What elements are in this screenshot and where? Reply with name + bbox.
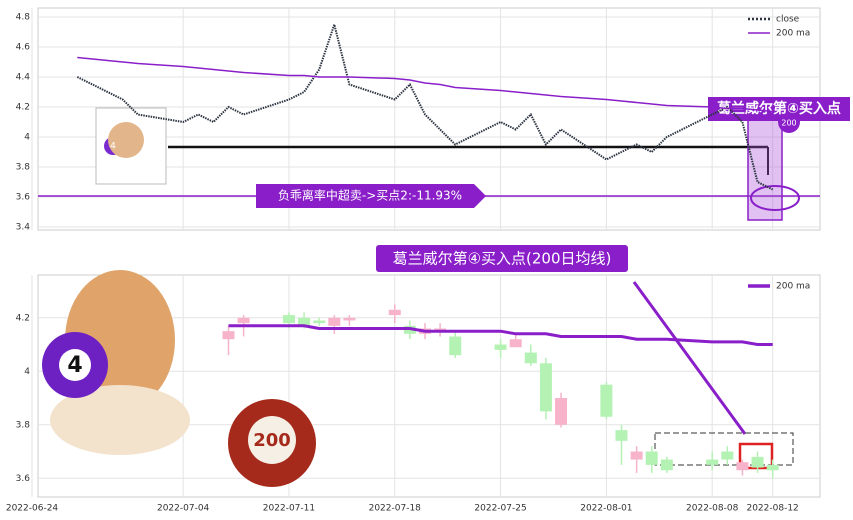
red-box: [738, 442, 774, 470]
x-tick-label: 2022-07-04: [157, 504, 210, 514]
candle-body: [494, 344, 507, 350]
line-0: [228, 324, 773, 346]
x-tick-label: 2022-08-12: [746, 504, 798, 514]
candle-body: [313, 320, 326, 324]
ball: [778, 111, 800, 133]
plot-frame: [37, 274, 821, 498]
y-tick-label: 4.8: [16, 13, 31, 23]
ball-label-bg: [248, 416, 296, 464]
dashed-box: [654, 432, 794, 466]
annotation: 200: [253, 430, 291, 451]
y-tick-label: 4.6: [16, 43, 31, 53]
annotation-box: [376, 245, 628, 272]
y-tick-label: 4: [24, 133, 30, 143]
candle-body: [555, 398, 568, 425]
candle-body: [630, 451, 643, 460]
candle-body: [736, 462, 749, 471]
line-0: [76, 20, 774, 191]
dog: [50, 385, 190, 455]
candle-body: [222, 331, 235, 340]
candle-body: [343, 317, 356, 321]
annotation: 4: [67, 353, 82, 378]
candle-body: [751, 456, 764, 468]
arrow: [632, 281, 747, 435]
annotation: 4: [110, 142, 116, 152]
y-tick-label: 4.2: [16, 103, 30, 113]
x-tick-label: 2022-06-24: [6, 504, 59, 514]
candle-body: [766, 464, 779, 471]
y-tick-label: 4: [24, 367, 30, 377]
y-tick-label: 4.2: [16, 313, 30, 323]
annotation: 200: [781, 119, 796, 128]
candle-body: [282, 315, 295, 324]
candle-body: [706, 459, 719, 465]
candle-body: [298, 317, 311, 326]
legend-label: 200 ma: [776, 282, 810, 292]
candle-body: [509, 339, 522, 348]
highlight: [747, 109, 783, 221]
y-tick-label: 3.6: [16, 193, 31, 203]
legend-label: close: [776, 15, 800, 25]
candle-body: [615, 430, 628, 441]
y-tick-label: 3.8: [16, 163, 31, 173]
annotation: 葛兰威尔第④买入点: [716, 100, 841, 117]
candle-body: [524, 352, 537, 364]
annotation-box: [256, 184, 486, 208]
candle-body: [237, 317, 250, 324]
y-tick-label: 4.4: [16, 73, 31, 83]
annotation: 葛兰威尔第④买入点(200日均线): [393, 250, 612, 268]
line-1: [77, 56, 773, 113]
candle-body: [388, 309, 401, 316]
candle-body: [539, 363, 552, 412]
ring: [750, 185, 800, 211]
dog: [108, 122, 144, 158]
candle-body: [449, 336, 462, 356]
annotation: 负乖离率中超卖->买点2:-11.93%: [278, 188, 462, 203]
x-tick-label: 2022-08-08: [686, 504, 739, 514]
legend-label: 200 ma: [776, 29, 810, 39]
y-tick-label: 3.8: [16, 420, 31, 430]
y-tick-label: 3.6: [16, 474, 31, 484]
overlays: [38, 97, 850, 487]
y-tick-label: 3.4: [16, 223, 31, 233]
x-tick-label: 2022-08-01: [580, 504, 632, 514]
annotation-box: [708, 97, 850, 121]
ball-label-bg: [59, 349, 91, 381]
candle-body: [721, 451, 734, 460]
candle-body: [645, 451, 658, 465]
x-tick-label: 2022-07-18: [369, 504, 422, 514]
candle-body: [600, 384, 613, 417]
x-tick-label: 2022-07-25: [474, 504, 526, 514]
candle-body: [328, 317, 341, 326]
candle-body: [660, 459, 673, 471]
x-tick-label: 2022-07-11: [263, 504, 315, 514]
